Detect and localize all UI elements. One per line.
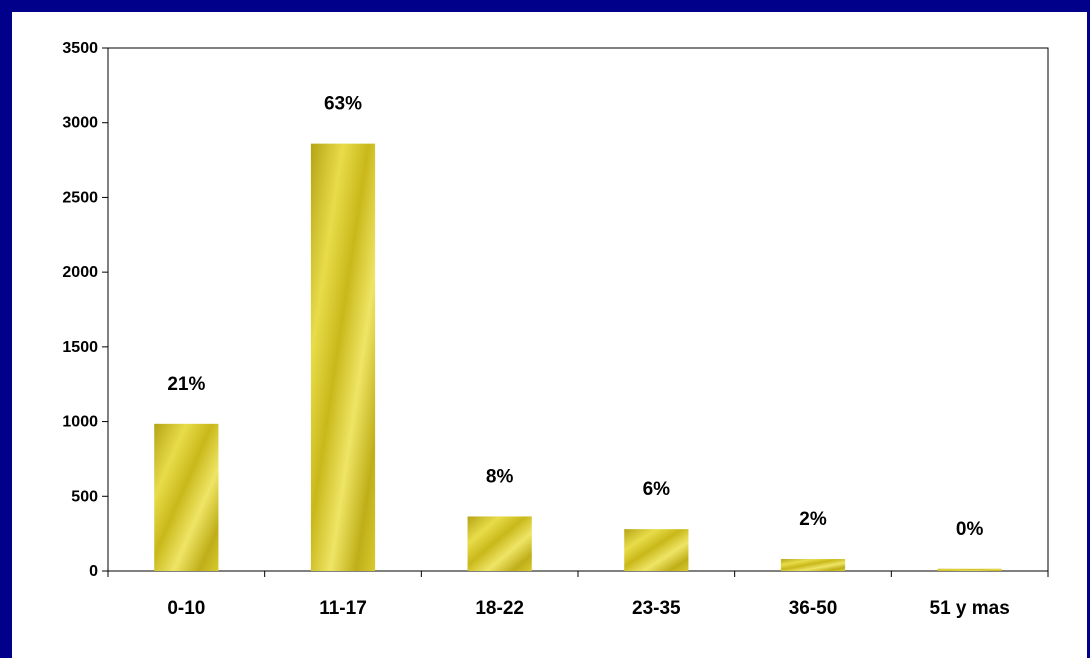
- x-tick-label: 36-50: [789, 598, 838, 619]
- data-label: 2%: [799, 509, 827, 530]
- bar: [937, 568, 1002, 571]
- x-axis: 0-10 11-17 18-22 23-35 36-50 51 y mas: [107, 571, 1049, 619]
- y-tick-label: 2000: [62, 264, 98, 281]
- x-tick-label: 51 y mas: [930, 598, 1010, 619]
- bar: [624, 529, 689, 571]
- data-label: 63%: [324, 94, 362, 115]
- y-axis: 0 500 1000 1500 2000 2500 3000 3500: [62, 40, 108, 580]
- bar: [154, 423, 219, 571]
- x-tick-label: 18-22: [475, 598, 524, 619]
- bar: [780, 559, 846, 571]
- data-labels: 21% 63% 8% 6% 2% 0%: [167, 94, 983, 540]
- x-tick-label: 0-10: [167, 598, 205, 619]
- y-tick-label: 1500: [62, 339, 98, 356]
- bar: [310, 143, 376, 572]
- data-label: 21%: [167, 374, 205, 395]
- y-tick-label: 500: [71, 488, 98, 505]
- y-tick-label: 2500: [62, 189, 98, 206]
- x-tick-label: 23-35: [632, 598, 681, 619]
- bars: [154, 143, 1002, 572]
- data-label: 6%: [643, 479, 671, 500]
- y-tick-label: 0: [89, 563, 98, 580]
- y-tick-label: 3500: [62, 40, 98, 57]
- data-label: 0%: [956, 519, 984, 540]
- plot-area: [107, 47, 1049, 572]
- y-tick-label: 3000: [62, 115, 98, 132]
- bar: [467, 516, 532, 571]
- y-tick-label: 1000: [62, 414, 98, 431]
- data-label: 8%: [486, 466, 514, 487]
- x-tick-label: 11-17: [319, 598, 367, 619]
